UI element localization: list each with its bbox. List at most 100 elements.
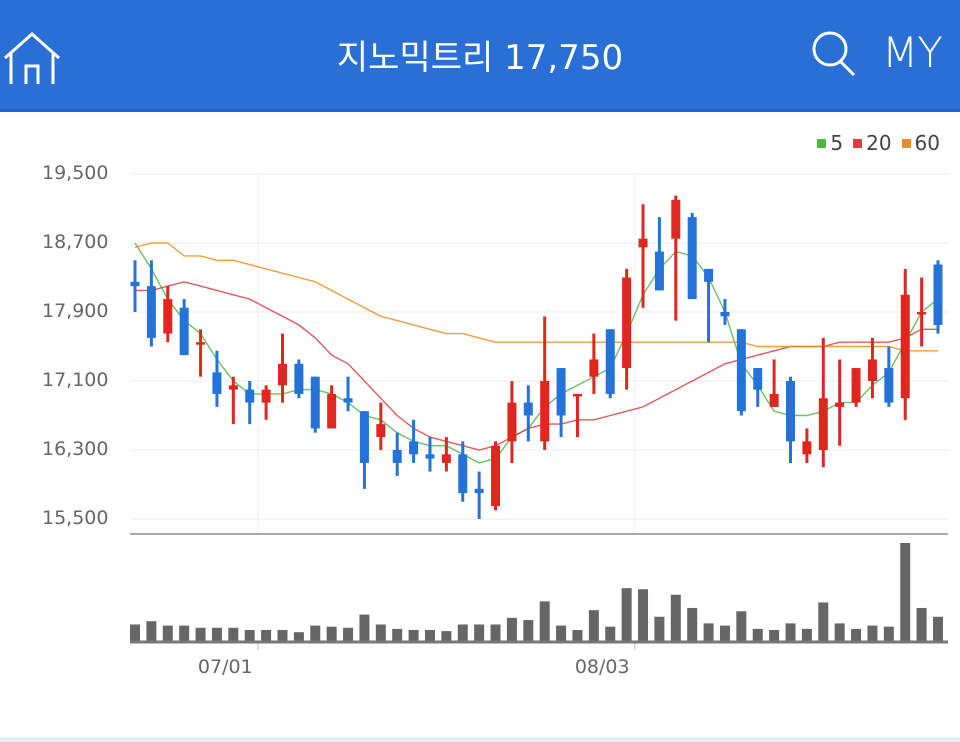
candle-body[interactable]	[277, 363, 287, 386]
legend-label: 20	[866, 131, 892, 155]
volume-bar	[162, 625, 173, 641]
candle-body[interactable]	[769, 393, 779, 407]
volume-bar	[310, 625, 321, 641]
volume-bar	[638, 589, 649, 641]
candle-body[interactable]	[327, 393, 337, 429]
candle-body[interactable]	[359, 411, 369, 463]
candle-body[interactable]	[441, 454, 451, 463]
candle-body[interactable]	[786, 381, 796, 442]
candle-body[interactable]	[687, 217, 697, 300]
volume-bar	[359, 614, 370, 641]
candle-body[interactable]	[474, 488, 484, 494]
volume-bar	[556, 625, 567, 641]
volume-bar	[261, 629, 272, 641]
volume-bar	[211, 627, 222, 641]
candle-body[interactable]	[507, 402, 517, 442]
candle-body[interactable]	[196, 342, 206, 345]
candle-body[interactable]	[867, 359, 877, 381]
candle-body[interactable]	[523, 402, 533, 416]
candle-body[interactable]	[409, 441, 419, 455]
search-button[interactable]	[808, 28, 860, 80]
volume-bar	[916, 607, 927, 641]
candle-body[interactable]	[491, 445, 501, 507]
home-icon	[4, 31, 60, 84]
volume-bar	[834, 623, 845, 641]
candle-body[interactable]	[818, 398, 828, 450]
volume-bar	[244, 629, 255, 641]
my-button[interactable]: MY	[882, 28, 943, 77]
volume-bar	[654, 616, 665, 641]
volume-bar	[867, 625, 878, 641]
volume-bar	[670, 594, 681, 641]
candle-body[interactable]	[917, 312, 927, 315]
volume-bar	[883, 626, 894, 641]
page-title: 지노믹트리 17,750	[336, 38, 624, 78]
candle-body[interactable]	[884, 368, 894, 403]
candle-body[interactable]	[572, 393, 582, 397]
y-axis-label: 19,500	[42, 162, 109, 184]
volume-bar	[392, 628, 403, 641]
volume-bar	[277, 629, 288, 641]
volume-bar	[523, 620, 534, 641]
volume-bar	[375, 624, 386, 641]
candle-body[interactable]	[900, 294, 910, 399]
candle-body[interactable]	[802, 441, 812, 455]
candle-body[interactable]	[671, 199, 681, 239]
candle-body[interactable]	[835, 402, 845, 407]
candle-body[interactable]	[556, 368, 566, 416]
candle-body[interactable]	[146, 286, 156, 338]
volume-bar	[851, 628, 862, 641]
candle-body[interactable]	[654, 251, 664, 291]
volume-bar	[539, 601, 550, 641]
candle-body[interactable]	[638, 238, 648, 248]
volume-bar	[719, 625, 730, 641]
ma60-line	[134, 242, 938, 352]
volume-bar	[424, 629, 435, 641]
candle-body[interactable]	[720, 312, 730, 317]
candle-body[interactable]	[425, 454, 435, 459]
candle-body[interactable]	[753, 368, 763, 390]
legend-swatch	[901, 138, 911, 148]
candle-body[interactable]	[458, 454, 468, 494]
candle-body[interactable]	[130, 281, 140, 287]
legend-swatch	[817, 138, 827, 148]
candle-body[interactable]	[933, 264, 943, 325]
volume-bar	[441, 631, 452, 641]
y-axis-label: 15,500	[42, 507, 109, 529]
candle-body[interactable]	[622, 277, 632, 369]
candle-body[interactable]	[212, 372, 222, 394]
volume-bar	[572, 629, 583, 641]
y-axis-label: 18,700	[42, 231, 109, 253]
home-button[interactable]	[2, 30, 62, 86]
candle-body[interactable]	[736, 329, 746, 412]
candle-body[interactable]	[605, 329, 615, 394]
candle-body[interactable]	[245, 389, 255, 403]
volume-bar	[933, 616, 943, 641]
candle-body[interactable]	[704, 268, 714, 282]
candle-body[interactable]	[376, 424, 386, 438]
candle-body[interactable]	[294, 363, 304, 394]
volume-bar	[752, 628, 763, 641]
candle-body[interactable]	[589, 359, 599, 377]
candle-body[interactable]	[179, 307, 189, 356]
chart-legend: 5 20 60	[817, 131, 940, 155]
bottom-divider	[0, 737, 960, 742]
candle-body[interactable]	[851, 368, 861, 403]
candle-body[interactable]	[261, 389, 271, 403]
volume-bar	[293, 632, 304, 641]
volume-bar	[228, 627, 239, 641]
candle-body[interactable]	[163, 299, 173, 334]
volume-bar	[818, 602, 829, 641]
volume-bar	[769, 629, 780, 641]
candle-body[interactable]	[540, 381, 550, 442]
x-axis-label: 08/03	[574, 656, 630, 678]
volume-bar	[736, 611, 747, 641]
volume-bar	[326, 626, 337, 641]
candle-body[interactable]	[392, 450, 402, 463]
volume-bar	[621, 588, 632, 641]
candle-body[interactable]	[310, 376, 320, 429]
legend-swatch	[853, 138, 863, 148]
candle-body[interactable]	[343, 398, 353, 403]
candle-body[interactable]	[228, 385, 238, 390]
